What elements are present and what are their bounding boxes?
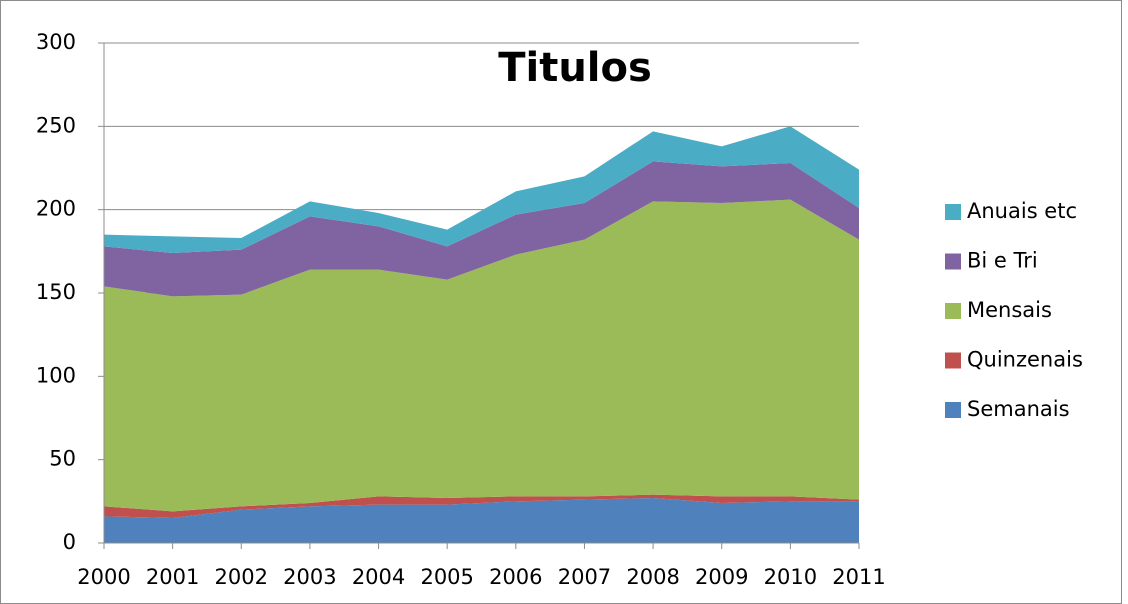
y-tick-label: 0 <box>63 530 76 554</box>
area <box>104 199 859 512</box>
legend-swatch <box>945 204 961 220</box>
area <box>104 161 859 297</box>
y-tick-label: 50 <box>49 447 76 471</box>
y-tick-label: 300 <box>36 30 76 54</box>
x-tick-label: 2002 <box>215 565 268 589</box>
area <box>104 126 859 253</box>
legend-swatch <box>945 352 961 369</box>
x-tick-label: 2000 <box>77 565 130 589</box>
legend-label: Semanais <box>967 397 1070 421</box>
legend-label: Bi e Tri <box>967 249 1038 273</box>
x-tick-label: 2004 <box>352 565 405 589</box>
area <box>104 498 859 543</box>
y-tick-label: 200 <box>36 197 76 221</box>
legend-label: Anuais etc <box>967 199 1077 223</box>
legend-label: Quinzenais <box>967 348 1083 372</box>
area <box>104 494 859 518</box>
legend-swatch <box>945 402 961 418</box>
x-tick-label: 2001 <box>146 565 199 589</box>
x-tick-label: 2005 <box>420 565 473 589</box>
y-tick-label: 100 <box>36 363 76 387</box>
x-tick-label: 2003 <box>283 565 336 589</box>
chart-title: Titulos <box>498 45 652 91</box>
x-tick-label: 2008 <box>626 565 679 589</box>
x-tick-label: 2010 <box>764 565 817 589</box>
x-tick-label: 2011 <box>832 565 885 589</box>
legend-swatch <box>945 303 961 319</box>
y-tick-label: 150 <box>36 280 76 304</box>
legend-label: Mensais <box>967 298 1052 322</box>
legend-swatch <box>945 253 961 270</box>
x-tick-label: 2009 <box>695 565 748 589</box>
x-tick-label: 2007 <box>558 565 611 589</box>
y-tick-label: 250 <box>36 113 76 137</box>
x-tick-label: 2006 <box>489 565 542 589</box>
